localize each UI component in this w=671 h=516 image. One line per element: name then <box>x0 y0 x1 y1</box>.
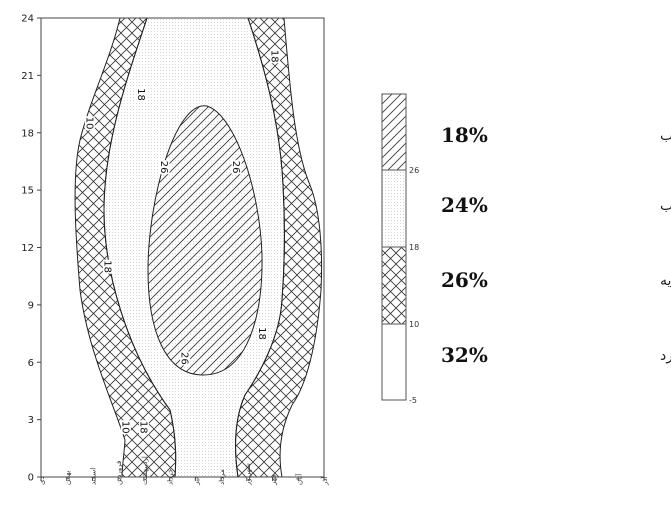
legend-percent-shade: 26% <box>441 268 488 292</box>
x-tick-label: دی <box>38 476 46 485</box>
contour-label: 18 <box>135 88 146 101</box>
y-tick-label: 0 <box>28 473 34 484</box>
y-tick-label: 15 <box>21 186 34 197</box>
y-tick-label: 24 <box>21 14 34 25</box>
x-axis: دی بهمن اسفند فروردین اردیبهشت خرداد تیر مرداد ش… <box>38 456 329 486</box>
x-tick-label: بهمن <box>64 470 72 485</box>
legend-swatch-cold <box>381 323 407 401</box>
x-tick-label: فروردین <box>115 461 123 485</box>
contour-labels: 10 18 18 26 26 18 26 18 10 18 <box>83 49 281 435</box>
contour-label-bg <box>138 420 149 435</box>
y-tick-label: 18 <box>21 128 34 139</box>
x-tick-label: خرداد <box>167 469 175 485</box>
contour-label-bg <box>180 351 191 366</box>
y-tick-label: 6 <box>28 358 34 369</box>
contour-label: 10 <box>83 117 94 130</box>
contour-label: 26 <box>158 161 169 174</box>
contour-label-bg <box>231 160 242 175</box>
legend-label-sun: آسایش در آفتاب <box>660 127 671 144</box>
x-tick-label: آذر <box>320 476 329 486</box>
legend-tick: 10 <box>409 320 419 329</box>
plot-regions <box>74 18 323 477</box>
legend-percent-cold: 32% <box>441 343 488 367</box>
contour-label: 18 <box>137 421 148 434</box>
x-tick-label: اردیبهشت <box>141 456 149 485</box>
contour-label: 26 <box>230 161 241 174</box>
contour-label: 10 <box>119 421 130 434</box>
x-tick-label: مهر <box>270 474 278 486</box>
y-tick-label: 3 <box>28 415 34 426</box>
legend-percent-sun: 18% <box>441 123 488 147</box>
legend-swatch-comfort <box>381 169 407 248</box>
legend-percent-comfort: 24% <box>441 193 488 217</box>
legend-label-shade: آسایش در سایه <box>660 272 671 289</box>
y-tick-label: 12 <box>21 243 34 254</box>
contour-label: 18 <box>256 327 267 340</box>
contour-label-bg <box>102 259 113 274</box>
legend-swatch-sun <box>381 93 407 171</box>
x-tick-label: آبان <box>294 473 303 485</box>
contour-label-bg <box>159 160 170 175</box>
y-tick-label: 21 <box>21 71 34 82</box>
legend-tick: 26 <box>409 166 419 175</box>
x-tick-label: اسفند <box>89 468 97 485</box>
legend: 26 18 10 -5 18% آسایش در آفتاب 24% آسایش… <box>381 93 671 405</box>
y-tick-label: 9 <box>28 300 34 311</box>
contour-label-bg <box>270 49 281 64</box>
contour-label-bg <box>120 420 131 435</box>
contour-label-bg <box>257 326 268 341</box>
legend-label-comfort: آسایش مطلوب <box>660 197 671 214</box>
contour-18-right <box>235 18 285 477</box>
contour-label: 18 <box>269 50 280 63</box>
legend-swatch-shade <box>381 246 407 325</box>
contour-label-bg <box>136 87 147 102</box>
x-tick-label: تیر <box>192 477 200 486</box>
contour-label: 26 <box>179 352 190 365</box>
contour-label-bg <box>84 116 95 131</box>
legend-tick: 18 <box>409 243 419 252</box>
contour-label: 18 <box>101 260 112 273</box>
y-axis: 0 3 6 9 12 15 18 21 24 <box>21 14 41 484</box>
legend-tick: -5 <box>409 396 417 405</box>
legend-label-cold: مواقع سرد <box>660 348 671 364</box>
x-tick-label: مرداد <box>218 469 226 485</box>
x-tick-label: شهریور <box>244 463 252 486</box>
